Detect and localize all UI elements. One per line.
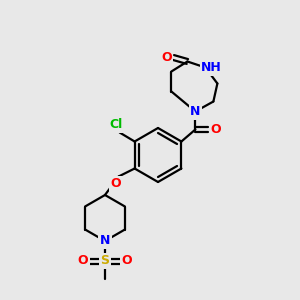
Text: O: O	[122, 254, 132, 268]
Text: O: O	[110, 177, 121, 190]
Text: O: O	[78, 254, 88, 268]
Text: Cl: Cl	[109, 118, 122, 131]
Text: S: S	[100, 254, 109, 268]
Text: O: O	[210, 123, 221, 136]
Text: O: O	[161, 51, 172, 64]
Text: NH: NH	[201, 61, 222, 74]
Text: N: N	[190, 105, 201, 118]
Text: N: N	[190, 105, 201, 118]
Text: N: N	[100, 235, 110, 248]
